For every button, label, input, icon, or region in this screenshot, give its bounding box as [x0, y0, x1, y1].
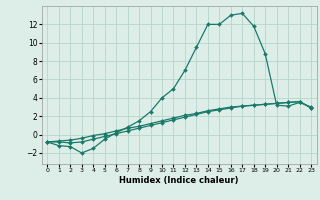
X-axis label: Humidex (Indice chaleur): Humidex (Indice chaleur)	[119, 176, 239, 185]
